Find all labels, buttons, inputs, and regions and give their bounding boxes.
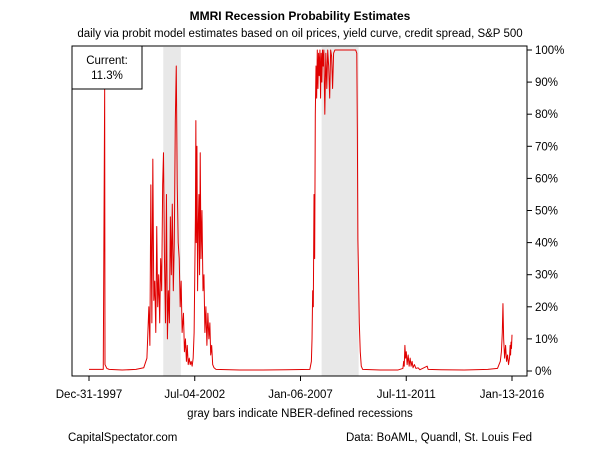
current-box xyxy=(71,45,143,90)
x-tick-label: Jan-06-2007 xyxy=(268,389,333,401)
current-value: 11.3% xyxy=(91,70,123,82)
y-tick-label: 90% xyxy=(535,77,558,89)
y-tick-label: 100% xyxy=(535,45,564,57)
y-tick-label: 70% xyxy=(535,141,558,153)
series-line-1 xyxy=(89,49,513,371)
series-line xyxy=(89,49,513,371)
plot-frame xyxy=(71,45,528,377)
y-tick-label: 10% xyxy=(535,334,558,346)
recession-band-2 xyxy=(321,47,359,376)
footer-left: CapitalSpectator.com xyxy=(68,432,177,444)
y-tick-label: 20% xyxy=(535,302,558,314)
y-tick-label: 50% xyxy=(535,206,558,218)
x-tick-label: Dec-31-1997 xyxy=(56,389,122,401)
x-tick-label: Jan-13-2016 xyxy=(480,389,545,401)
footer-right: Data: BoAML, Quandl, St. Louis Fed xyxy=(346,432,532,444)
chart-title: MMRI Recession Probability Estimates xyxy=(190,9,411,23)
x-axis: Dec-31-1997 Jul-04-2002 Jan-06-2007 Jul-11-… xyxy=(56,376,545,401)
x-tick-label: Jul-11-2011 xyxy=(377,389,436,401)
y-tick-label: 0% xyxy=(535,366,552,378)
y-tick-label: 40% xyxy=(535,238,558,250)
y-tick-label: 30% xyxy=(535,270,558,282)
chart-subtitle: daily via probit model estimates based o… xyxy=(77,28,522,40)
current-annotation: Current: 11.3% xyxy=(71,45,143,90)
y-tick-label: 60% xyxy=(535,173,558,185)
current-label: Current: xyxy=(86,55,128,67)
y-tick-label: 80% xyxy=(535,109,558,121)
x-axis-label: gray bars indicate NBER-defined recessio… xyxy=(187,408,413,420)
y-axis: 0% 10% 20% 30% 40% 50% 60% 70% 80% 90% 100% xyxy=(527,45,564,378)
x-tick-label: Jul-04-2002 xyxy=(164,389,225,401)
